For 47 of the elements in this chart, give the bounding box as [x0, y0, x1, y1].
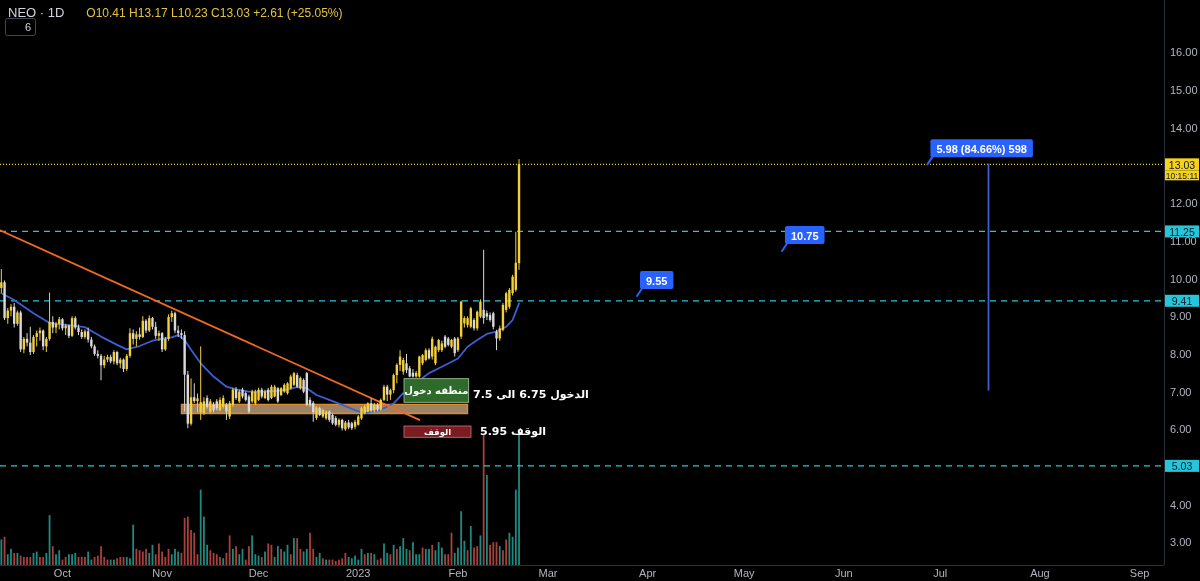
y-tick-label: 9.00 — [1170, 310, 1192, 323]
ref-line-label: 5.03 — [1171, 460, 1193, 473]
candlestick — [418, 355, 421, 379]
candlestick — [32, 334, 35, 355]
annotation: 5.98 (84.66%) 598 — [936, 142, 1027, 155]
annotation: الدخول 6.75 الى 7.5 — [473, 387, 589, 401]
x-tick-label: Dec — [248, 567, 269, 579]
y-tick-label: 8.00 — [1170, 347, 1192, 360]
candlestick — [485, 310, 489, 321]
candlestick — [0, 268, 3, 294]
candlestick — [199, 345, 202, 421]
y-tick-label: 10.00 — [1170, 272, 1198, 285]
y-tick-label: 15.00 — [1170, 84, 1198, 97]
y-tick-label: 4.00 — [1170, 498, 1192, 511]
x-tick-label: Aug — [1030, 567, 1050, 579]
text: O10.41 H13.17 L10.23 C13.03 +2.61 (+25.05%) — [86, 5, 343, 20]
candlestick — [495, 329, 498, 351]
y-tick-label: 16.00 — [1170, 46, 1198, 59]
y-tick-label: 14.00 — [1170, 121, 1198, 134]
y-tick-label: 6.00 — [1170, 423, 1192, 436]
annotation: 10.75 — [791, 229, 819, 242]
x-tick-label: Jul — [933, 567, 948, 579]
x-tick-label: Mar — [538, 567, 558, 579]
x-tick-label: Nov — [152, 567, 173, 579]
x-tick-label: Sep — [1129, 567, 1150, 579]
y-tick-label: 3.00 — [1170, 536, 1192, 549]
annotation: منطقه دخول — [404, 385, 469, 397]
ref-line-label: 13.03 — [1168, 158, 1196, 171]
y-tick-label: 12.00 — [1170, 197, 1198, 210]
text: 10:15:11 — [1165, 170, 1199, 181]
annotation: الوقف — [423, 426, 452, 438]
x-tick-label: Oct — [53, 567, 71, 579]
x-tick-label: Apr — [639, 567, 657, 579]
x-tick-label: May — [733, 567, 755, 579]
chart-title: NEO · 1D — [8, 5, 65, 20]
candlestick — [157, 330, 161, 342]
ref-line-label: 9.41 — [1171, 295, 1193, 308]
ref-line-label: 11.25 — [1169, 225, 1195, 238]
x-tick-label: Feb — [448, 567, 468, 579]
x-tick-label: Jun — [834, 567, 853, 579]
annotation: الوقف 5.95 — [480, 424, 547, 438]
annotation: 6 — [24, 21, 32, 33]
annotation: 9.55 — [646, 274, 668, 287]
x-tick-label: 2023 — [346, 567, 371, 579]
candlestick — [482, 249, 485, 325]
candlestick — [405, 353, 408, 374]
y-tick-label: 7.00 — [1170, 385, 1192, 398]
